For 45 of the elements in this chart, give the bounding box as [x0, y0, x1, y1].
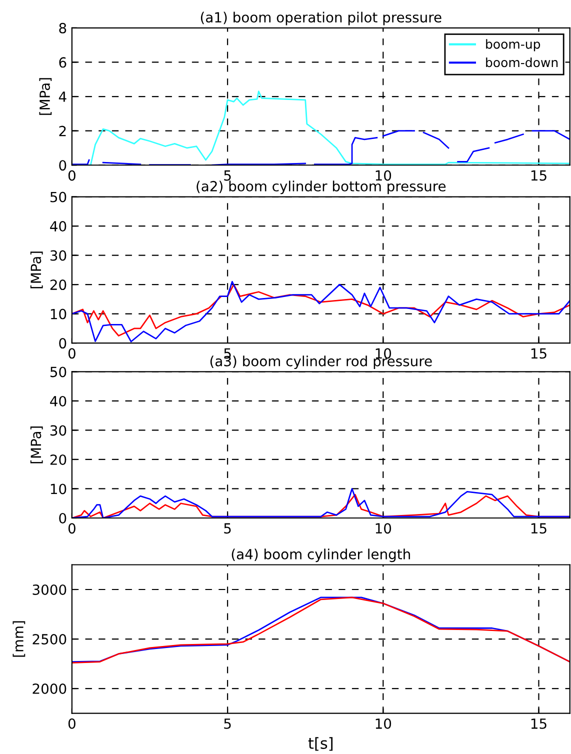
x-tick-label: 10	[376, 170, 392, 181]
y-axis-title: [mm]	[12, 621, 26, 657]
y-tick-label: 10	[50, 308, 66, 320]
legend-label: boom-down	[486, 57, 558, 68]
x-tick-label: 5	[224, 718, 231, 729]
x-tick-label: 5	[224, 170, 231, 181]
x-tick-label: 15	[531, 523, 546, 534]
chart-title: (a2) boom cylinder bottom pressure	[196, 180, 446, 194]
x-tick-label: 15	[531, 718, 546, 729]
y-tick-label: 4	[58, 92, 66, 102]
y-tick-label: 50	[50, 192, 66, 202]
y-tick-label: 20	[50, 454, 66, 465]
chart-title: (a4) boom cylinder length	[232, 548, 410, 562]
x-tick-label: 15	[531, 348, 546, 359]
y-tick-label: 0	[59, 160, 66, 171]
y-tick-label: 20	[50, 280, 66, 290]
y-tick-label: 50	[50, 366, 66, 378]
x-tick-label: 5	[224, 523, 231, 534]
y-tick-label: 40	[50, 221, 66, 232]
x-tick-label: 10	[376, 348, 392, 359]
x-tick-label: 10	[376, 718, 392, 729]
y-tick-label: 30	[50, 425, 66, 436]
x-tick-label: 0	[68, 523, 76, 534]
y-tick-label: 0	[59, 512, 66, 524]
y-tick-label: 8	[59, 22, 66, 34]
y-tick-label: 2	[59, 126, 66, 136]
x-tick-label: 15	[531, 170, 546, 181]
y-tick-label: 30	[50, 250, 66, 261]
y-tick-label: 40	[50, 396, 66, 406]
y-axis-title: [MPa]	[39, 78, 52, 115]
x-tick-label: 0	[68, 718, 76, 729]
legend-label: boom-up	[486, 39, 540, 52]
y-axis-title: [MPa]	[30, 426, 43, 464]
y-tick-label: 2000	[32, 683, 66, 694]
y-tick-label: 6	[59, 57, 66, 68]
y-tick-label: 3000	[32, 584, 66, 595]
y-tick-label: 0	[59, 338, 66, 349]
y-axis-title: [MPa]	[30, 252, 43, 288]
y-tick-label: 10	[50, 484, 66, 494]
x-axis-title: t[s]	[308, 737, 333, 751]
chart-title: (a1) boom operation pilot pressure	[200, 12, 442, 26]
x-tick-label: 10	[376, 523, 392, 534]
y-tick-label: 2500	[32, 634, 66, 644]
x-tick-label: 0	[68, 170, 76, 181]
x-tick-label: 0	[68, 348, 76, 359]
